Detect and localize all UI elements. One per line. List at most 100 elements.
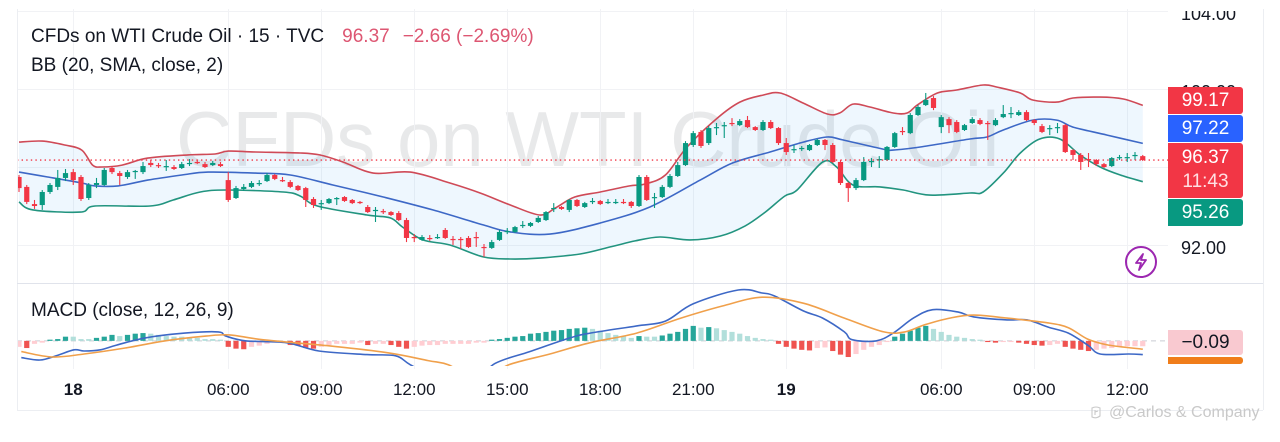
candle bbox=[636, 175, 642, 207]
histogram-bar bbox=[527, 333, 534, 341]
macd-pane[interactable] bbox=[16, 288, 1168, 386]
histogram-bar bbox=[752, 337, 758, 341]
candle-body bbox=[706, 128, 712, 144]
candle-body bbox=[969, 119, 975, 123]
candle bbox=[589, 198, 596, 205]
candle bbox=[155, 162, 162, 169]
candle-body bbox=[582, 203, 588, 207]
candle bbox=[1047, 125, 1053, 136]
candle bbox=[706, 126, 712, 146]
candle-body bbox=[651, 197, 658, 199]
alert-button[interactable] bbox=[1125, 246, 1157, 278]
candle bbox=[1116, 154, 1123, 161]
candle bbox=[667, 174, 673, 189]
candle-body bbox=[318, 203, 324, 205]
candle-body bbox=[326, 198, 332, 204]
histogram-bar bbox=[961, 337, 968, 341]
histogram-bar bbox=[969, 339, 975, 341]
price-pane[interactable] bbox=[16, 84, 1168, 260]
candle-body bbox=[853, 180, 859, 189]
histogram-bar bbox=[1093, 340, 1099, 350]
candle bbox=[775, 127, 782, 146]
candle-body bbox=[775, 128, 782, 144]
histogram-bar bbox=[589, 328, 596, 341]
histogram-bar bbox=[706, 327, 712, 341]
histogram-bar bbox=[744, 336, 751, 341]
candle-body bbox=[961, 125, 968, 131]
candle-body bbox=[985, 122, 991, 125]
candle bbox=[101, 168, 107, 186]
candle-body bbox=[39, 191, 45, 206]
candle-body bbox=[744, 120, 751, 128]
macd-signal-value-tag bbox=[1168, 357, 1243, 364]
candle-body bbox=[109, 168, 115, 173]
candle bbox=[450, 236, 456, 245]
candle-body bbox=[992, 120, 999, 126]
candle-body bbox=[1078, 154, 1084, 162]
candle-body bbox=[830, 145, 836, 162]
candle-body bbox=[512, 227, 518, 232]
candle bbox=[473, 231, 479, 247]
candle-body bbox=[419, 237, 425, 240]
candle bbox=[799, 145, 805, 152]
histogram-bar bbox=[574, 328, 580, 341]
candle bbox=[202, 161, 208, 169]
candle-body bbox=[644, 176, 650, 200]
candle bbox=[1039, 123, 1045, 134]
candle bbox=[992, 118, 999, 127]
candle-body bbox=[613, 201, 619, 204]
candle bbox=[1101, 162, 1107, 169]
histogram-bar bbox=[551, 330, 557, 341]
candle-body bbox=[1047, 128, 1053, 130]
candle bbox=[892, 131, 898, 148]
histogram-bar bbox=[667, 333, 673, 341]
candle-body bbox=[489, 242, 495, 248]
candle-body bbox=[837, 161, 844, 184]
candle-body bbox=[427, 237, 433, 240]
candle-body bbox=[341, 197, 348, 201]
candle-body bbox=[558, 206, 565, 209]
histogram-bar bbox=[543, 331, 549, 341]
candle bbox=[148, 160, 154, 168]
histogram-bar bbox=[892, 336, 898, 341]
histogram-bar bbox=[535, 333, 541, 341]
histogram-bar bbox=[768, 339, 774, 341]
histogram-bar bbox=[24, 340, 30, 349]
histogram-bar bbox=[31, 340, 38, 344]
candle bbox=[768, 120, 774, 130]
histogram-bar bbox=[806, 340, 813, 351]
bollinger-basis-line bbox=[18, 118, 1143, 236]
candle-body bbox=[1070, 150, 1076, 155]
candle-body bbox=[628, 201, 634, 207]
time-axis-label: 21:00 bbox=[671, 380, 715, 399]
candle-body bbox=[155, 165, 162, 167]
candle bbox=[434, 234, 441, 239]
histogram-bar bbox=[814, 340, 820, 349]
candle-body bbox=[1101, 164, 1107, 168]
symbol-legend[interactable]: CFDs on WTI Crude Oil · 15 · TVC 96.37 −2.… bbox=[31, 26, 534, 48]
candle-body bbox=[225, 180, 231, 200]
candle-body bbox=[636, 176, 642, 207]
histogram-bar bbox=[225, 340, 231, 347]
candle bbox=[853, 177, 859, 191]
candle bbox=[132, 169, 138, 179]
candle-body bbox=[411, 237, 417, 239]
candle-body bbox=[148, 162, 154, 166]
bollinger-legend[interactable]: BB (20, SMA, close, 2) bbox=[31, 55, 224, 76]
time-axis-label: 18:00 bbox=[578, 380, 622, 399]
time-axis[interactable]: 18 06:00 09:00 12:00 15:00 18:00 21:00 1… bbox=[0, 379, 1263, 407]
histogram-bar bbox=[47, 339, 53, 341]
candle bbox=[248, 181, 255, 189]
histogram-bar bbox=[1132, 340, 1138, 347]
histogram-bar bbox=[388, 340, 394, 346]
macd-legend[interactable]: MACD (close, 12, 26, 9) bbox=[31, 300, 234, 321]
candle bbox=[814, 138, 820, 146]
candle bbox=[411, 234, 417, 243]
candle bbox=[783, 137, 789, 155]
candle bbox=[1085, 152, 1092, 168]
histogram-bar bbox=[558, 330, 565, 341]
candle-body bbox=[946, 119, 952, 126]
time-axis-label: 06:00 bbox=[206, 380, 250, 399]
histogram-bar bbox=[512, 336, 518, 341]
